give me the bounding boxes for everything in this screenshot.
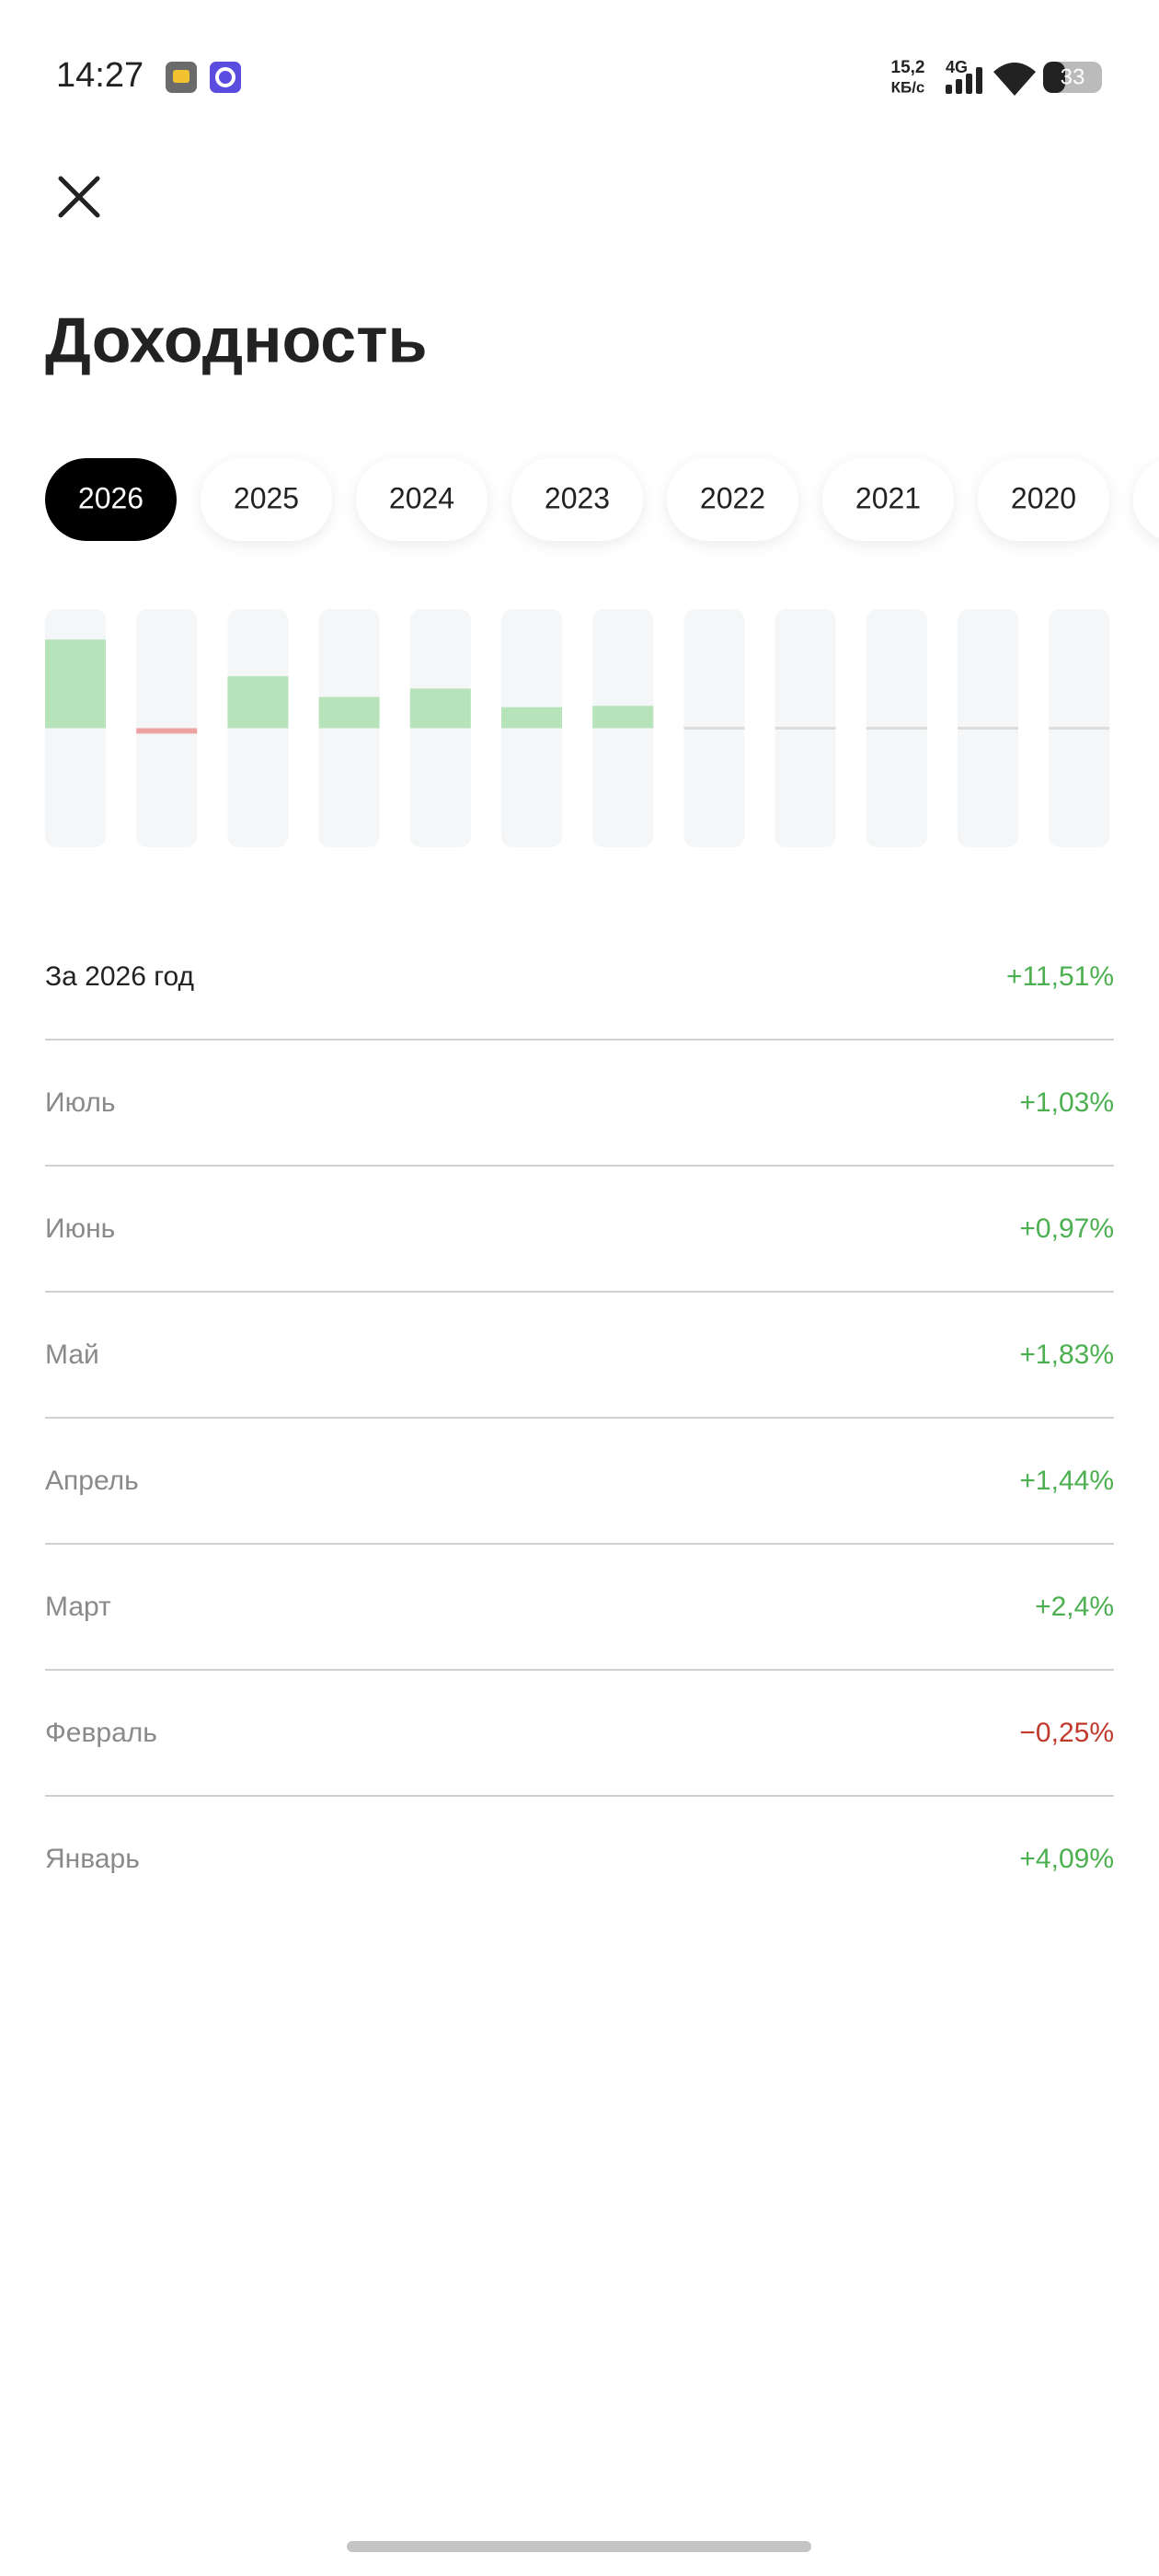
year-tab[interactable]: 2022 [667,458,798,541]
year-tabs: 2026 2025 2024 2023 2022 2021 2020 [45,458,1159,541]
tab-pill [1133,461,1159,538]
row-label: Март [45,1592,111,1622]
year-tab[interactable]: 2025 [201,458,332,541]
year-tab[interactable]: 2021 [822,458,954,541]
row-value: −0,25% [1019,1718,1114,1748]
tab-label: 2025 [234,481,299,514]
bar [501,707,562,729]
status-speed: 15,2 [891,58,925,77]
tab-pill [667,458,798,541]
bar [45,639,106,729]
battery-level [1043,62,1065,93]
bar [227,675,289,729]
tab-pill [45,458,177,541]
status-time: 14:27 [56,56,143,95]
app-icon [210,62,241,93]
tab-pill [356,458,488,541]
row-value: +1,03% [1019,1087,1114,1118]
row-value: +0,97% [1019,1213,1114,1244]
tab-label: 2020 [1011,481,1076,514]
bar [409,688,471,729]
row-label: Май [45,1340,99,1370]
page-title: Доходность [45,304,428,375]
bar [318,696,380,729]
row-value: +1,83% [1019,1340,1114,1370]
tab-label: 2024 [389,481,454,514]
row-value: +1,44% [1019,1466,1114,1496]
signal-icon [946,67,982,94]
tab-label: 2023 [545,481,610,514]
chart [45,609,1110,847]
close-button[interactable] [58,176,100,218]
bar [136,728,198,734]
bar [592,706,654,729]
app-icon-inner [173,70,189,83]
tab-pill [822,458,954,541]
year-tab[interactable]: 2026 [45,458,177,541]
tab-label: 2026 [78,481,143,514]
year-tab[interactable]: 2024 [356,458,488,541]
tab-pill [978,458,1109,541]
status-network: 4G [946,58,968,76]
row-label: Апрель [45,1466,139,1496]
battery-text: 33 [1061,64,1085,89]
row-value: +2,4% [1035,1592,1114,1622]
row-label: Февраль [45,1718,157,1748]
status-speed-unit: КБ/с [891,78,925,96]
tab-label: 2021 [855,481,921,514]
tab-pill [201,458,332,541]
row-label: Январь [45,1844,140,1874]
app-icon-inner [215,67,235,87]
row-label: За 2026 год [45,961,194,992]
row-label: Июль [45,1087,116,1118]
row-label: Июнь [45,1213,115,1244]
returns-list: За 2026 год +11,51% Июль +1,03% Июнь +0,97% Ма… [45,961,1114,1874]
row-value: +4,09% [1019,1844,1114,1874]
year-tab[interactable] [1133,458,1159,541]
tab-label: 2022 [700,481,765,514]
home-indicator [347,2541,811,2552]
year-tab[interactable]: 2023 [511,458,643,541]
row-value: +11,51% [1006,961,1114,992]
year-tab[interactable]: 2020 [978,458,1109,541]
wifi-icon [993,63,1036,96]
tab-pill [511,458,643,541]
